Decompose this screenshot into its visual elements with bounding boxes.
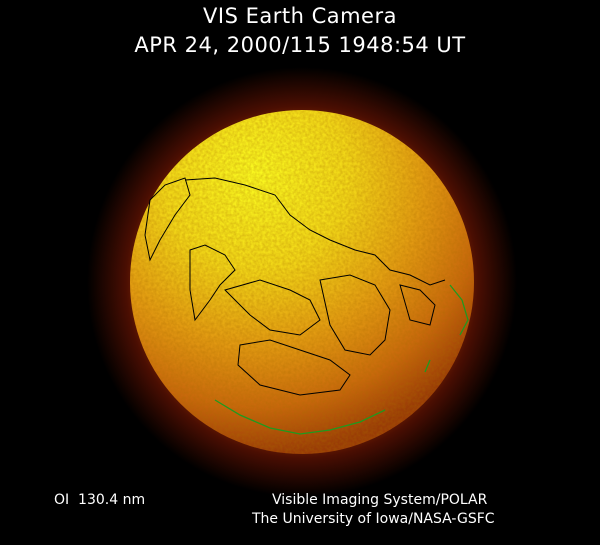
observation-timestamp: APR 24, 2000/115 1948:54 UT [134, 33, 466, 57]
wavelength-label: OI 130.4 nm [54, 492, 146, 508]
credit-line-1: Visible Imaging System/POLAR [272, 492, 488, 508]
image-title: VIS Earth Camera [203, 4, 397, 28]
auroral-oval [214, 284, 469, 435]
coastlines [144, 177, 446, 396]
credit-line-2: The University of Iowa/NASA-GSFC [252, 511, 495, 527]
